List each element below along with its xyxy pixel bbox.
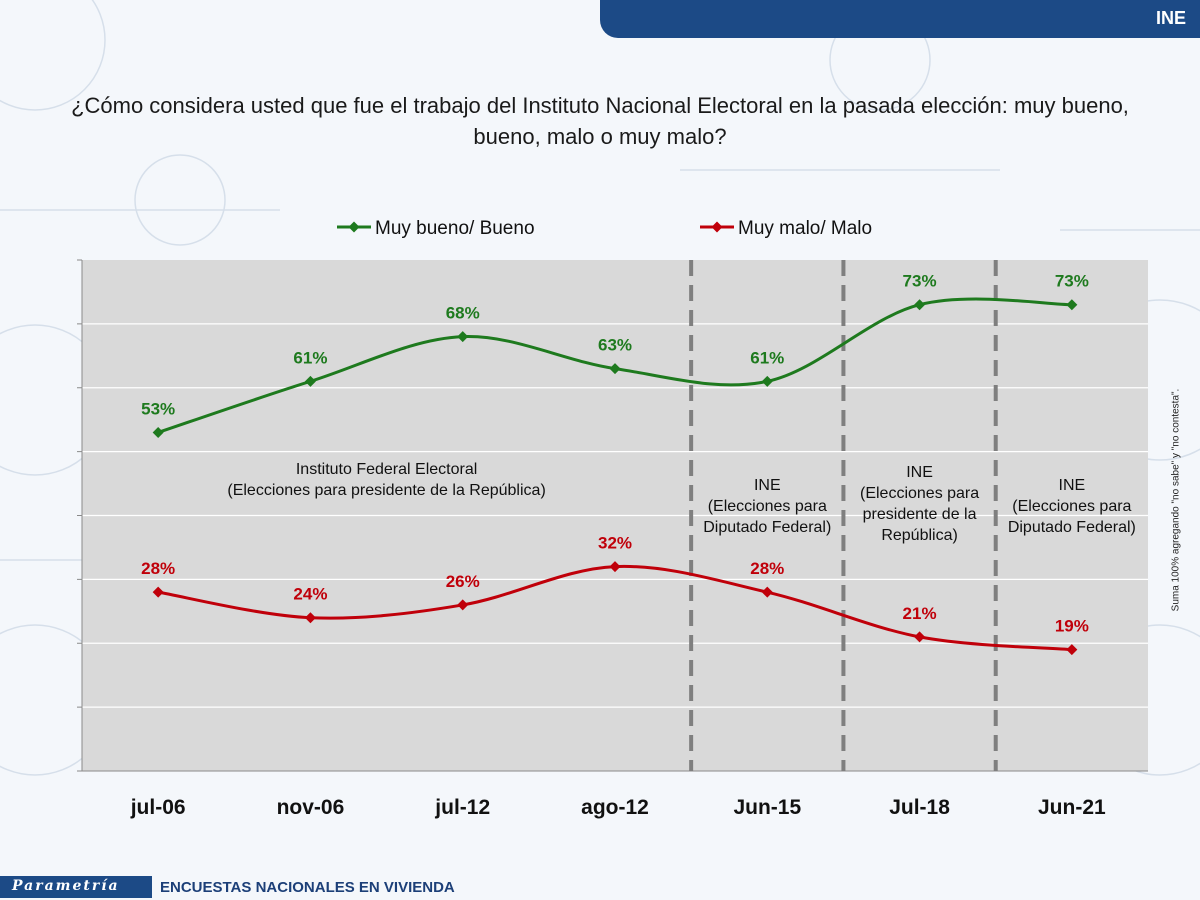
- data-label: 73%: [903, 272, 937, 291]
- side-note-text: Suma 100% agregando "no sabe" y "no cont…: [1170, 388, 1182, 612]
- data-label: 28%: [750, 559, 784, 578]
- header-bar: INE: [600, 0, 1200, 38]
- data-point: [152, 586, 164, 598]
- survey-label: ENCUESTAS NACIONALES EN VIVIENDA: [160, 879, 455, 896]
- data-point: [1066, 299, 1078, 311]
- legend-marker: [711, 221, 723, 233]
- data-point: [457, 331, 469, 343]
- period-annotation: INE (Elecciones para Diputado Federal): [1008, 477, 1136, 536]
- period-annotation: INE (Elecciones para presidente de la Repúb…: [860, 464, 979, 544]
- data-label: 63%: [598, 336, 632, 355]
- data-point: [457, 599, 469, 611]
- data-point: [304, 375, 316, 387]
- header-label: INE: [1155, 8, 1186, 28]
- legend-marker: [348, 221, 360, 233]
- parametria-logo: Parametría: [12, 878, 120, 894]
- x-tick-label: nov-06: [277, 796, 345, 819]
- data-point: [914, 631, 926, 643]
- data-label: 68%: [446, 304, 480, 323]
- data-label: 32%: [598, 534, 632, 553]
- legend-label: Muy bueno/ Bueno: [375, 218, 535, 239]
- period-annotation: Instituto Federal Electoral (Elecciones p…: [227, 461, 545, 499]
- data-label: 61%: [750, 348, 784, 367]
- legend-label: Muy malo/ Malo: [738, 218, 872, 239]
- data-label: 24%: [293, 585, 327, 604]
- data-label: 21%: [903, 604, 937, 623]
- data-label: 61%: [293, 348, 327, 367]
- data-point: [304, 612, 316, 624]
- data-point: [1066, 644, 1078, 656]
- data-label: 73%: [1055, 272, 1089, 291]
- x-tick-label: jul-12: [434, 796, 490, 819]
- data-point: [761, 586, 773, 598]
- data-label: 19%: [1055, 617, 1089, 636]
- question-text: ¿Cómo considera usted que fue el trabajo…: [71, 93, 1129, 149]
- data-label: 28%: [141, 559, 175, 578]
- x-tick-label: ago-12: [581, 796, 649, 819]
- data-label: 53%: [141, 399, 175, 418]
- data-point: [914, 299, 926, 311]
- data-point: [761, 375, 773, 387]
- data-point: [609, 363, 621, 375]
- x-tick-label: Jul-18: [889, 796, 950, 819]
- data-point: [609, 561, 621, 573]
- x-tick-label: jul-06: [130, 796, 186, 819]
- x-tick-label: Jun-21: [1038, 796, 1106, 819]
- period-annotation: INE (Elecciones para Diputado Federal): [703, 477, 831, 536]
- data-label: 26%: [446, 572, 480, 591]
- data-point: [152, 426, 164, 438]
- x-tick-label: Jun-15: [733, 796, 801, 819]
- footer-logo-bar: Parametría: [0, 876, 152, 898]
